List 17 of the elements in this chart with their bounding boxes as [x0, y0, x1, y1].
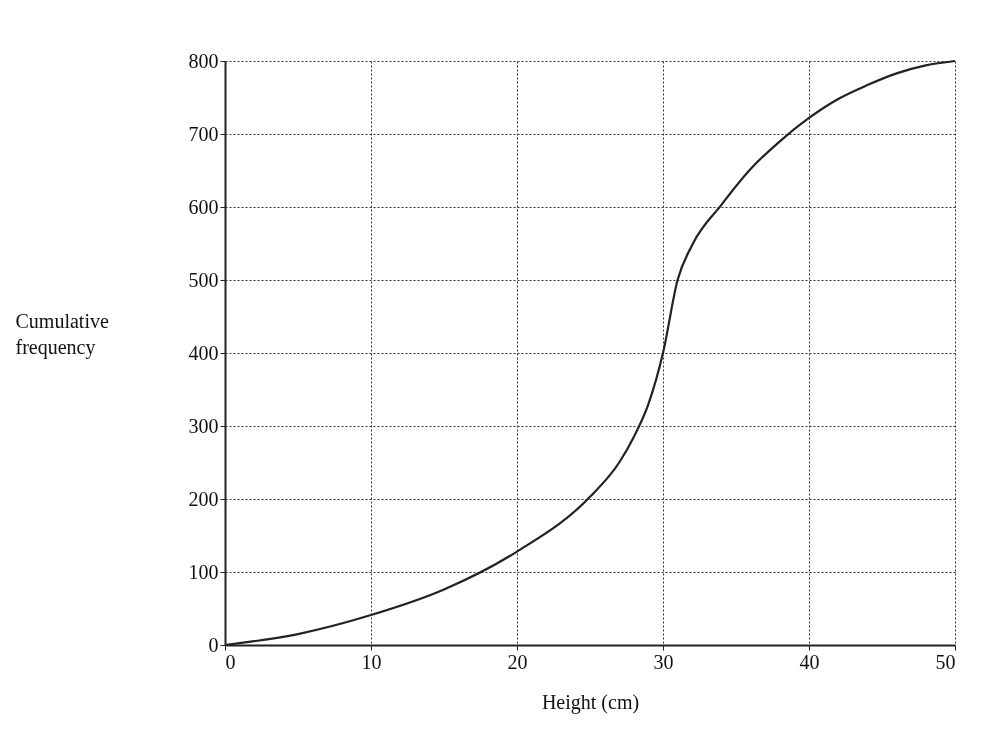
y-tick-label: 600	[188, 195, 219, 218]
y-tick-label: 300	[188, 414, 219, 437]
y-tick-label: 700	[188, 122, 219, 145]
y-tick-label: 500	[188, 268, 219, 291]
x-axis-title: Height (cm)	[541, 690, 640, 714]
y-tick-label: 800	[188, 49, 219, 72]
y-axis-title: Cumulative frequency	[15, 309, 109, 359]
x-tick-label: 30	[653, 650, 674, 673]
x-tick-label: 20	[507, 650, 528, 673]
x-tick-label: 10	[361, 650, 382, 673]
y-tick-label: 200	[188, 487, 219, 510]
x-tick-label: 50	[935, 650, 956, 673]
x-tick-label: 0	[225, 650, 236, 673]
y-tick-label: 100	[188, 560, 219, 583]
y-tick-label: 0	[208, 633, 219, 656]
y-tick-label: 400	[188, 341, 219, 364]
x-tick-label: 40	[799, 650, 820, 673]
